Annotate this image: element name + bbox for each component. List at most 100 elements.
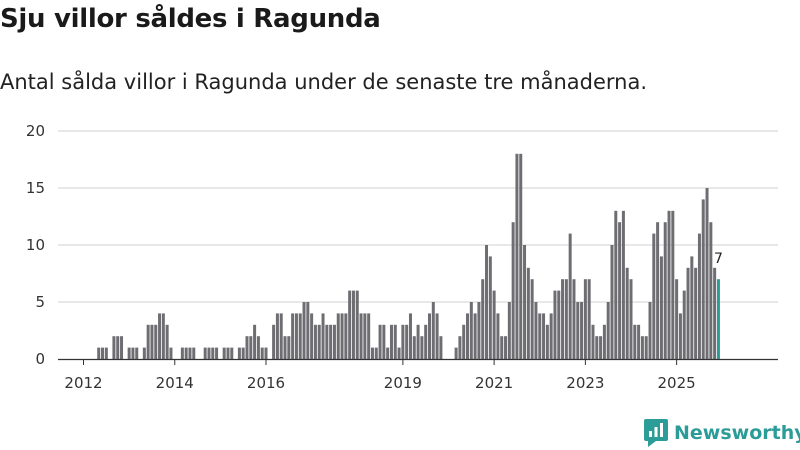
bar <box>215 347 219 359</box>
bar <box>382 324 386 359</box>
bar <box>454 347 458 359</box>
bar <box>287 336 291 359</box>
bar <box>526 267 530 359</box>
bar <box>180 347 184 359</box>
bar <box>492 290 496 359</box>
bar <box>264 347 268 359</box>
bar <box>188 347 192 359</box>
bar <box>580 302 584 359</box>
bar <box>386 347 390 359</box>
bar <box>397 347 401 359</box>
bar <box>116 336 120 359</box>
bar <box>458 336 462 359</box>
bar <box>595 336 599 359</box>
label-layer: 0 5 10 15 20 2012 2014 2016 2019 2021 2023 2025 7 <box>26 122 723 392</box>
bar-layer <box>97 153 720 359</box>
bar <box>469 302 473 359</box>
bar <box>667 210 671 359</box>
bar <box>321 313 325 359</box>
bar <box>564 279 568 359</box>
bar <box>306 302 310 359</box>
bar <box>713 267 717 359</box>
bar <box>538 313 542 359</box>
x-tick-label: 2012 <box>64 374 102 392</box>
bar <box>648 302 652 359</box>
bar <box>629 279 633 359</box>
bar <box>701 199 705 359</box>
bar <box>412 336 416 359</box>
bar <box>336 313 340 359</box>
bar <box>633 324 637 359</box>
bar <box>245 336 249 359</box>
bar <box>348 290 352 359</box>
bar <box>659 256 663 359</box>
bar <box>530 279 534 359</box>
bar <box>279 313 283 359</box>
bar <box>184 347 188 359</box>
bar <box>424 324 428 359</box>
bar <box>694 267 698 359</box>
latest-value-label: 7 <box>714 251 723 267</box>
bar <box>523 245 527 359</box>
bar <box>351 290 355 359</box>
bar <box>671 210 675 359</box>
bar <box>545 324 549 359</box>
bar <box>241 347 245 359</box>
bar <box>549 313 553 359</box>
bar <box>150 324 154 359</box>
bar <box>561 279 565 359</box>
bar-chart: 0 5 10 15 20 2012 2014 2016 2019 2021 2023 2025 7 <box>26 122 778 392</box>
bar <box>169 347 173 359</box>
bar <box>534 302 538 359</box>
bar <box>606 302 610 359</box>
bar <box>686 267 690 359</box>
bar <box>222 347 226 359</box>
bar <box>283 336 287 359</box>
bar <box>401 324 405 359</box>
bar <box>154 324 158 359</box>
bar <box>253 324 257 359</box>
bar <box>344 313 348 359</box>
bar <box>481 279 485 359</box>
bar <box>473 313 477 359</box>
bar <box>496 313 500 359</box>
chart-title: Sju villor såldes i Ragunda <box>0 4 381 34</box>
bar <box>621 210 625 359</box>
newsworthy-logo[interactable]: Newsworthy <box>644 419 800 447</box>
bar <box>256 336 260 359</box>
x-tick-label: 2023 <box>566 374 604 392</box>
bar <box>135 347 139 359</box>
bar <box>504 336 508 359</box>
bar <box>591 324 595 359</box>
bar <box>488 256 492 359</box>
bar <box>709 222 713 359</box>
bar <box>272 324 276 359</box>
bar <box>192 347 196 359</box>
bar <box>678 313 682 359</box>
x-tick-label: 2019 <box>384 374 422 392</box>
bar <box>427 313 431 359</box>
bar <box>466 313 470 359</box>
bar <box>614 210 618 359</box>
bar <box>249 336 253 359</box>
bar <box>553 290 557 359</box>
bar <box>568 233 572 359</box>
bar <box>542 313 546 359</box>
bar <box>313 324 317 359</box>
bar <box>675 279 679 359</box>
bar <box>431 302 435 359</box>
bar <box>127 347 131 359</box>
axis-layer <box>58 358 778 365</box>
bar <box>599 336 603 359</box>
bar <box>652 233 656 359</box>
x-tick-label: 2025 <box>658 374 696 392</box>
y-tick-label: 20 <box>26 122 45 140</box>
bar <box>165 324 169 359</box>
bar <box>697 233 701 359</box>
bar <box>500 336 504 359</box>
y-tick-label: 15 <box>26 179 45 197</box>
bar <box>120 336 124 359</box>
bar <box>294 313 298 359</box>
bar <box>131 347 135 359</box>
bar <box>572 279 576 359</box>
